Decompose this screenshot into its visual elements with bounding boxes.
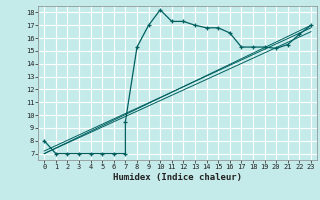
X-axis label: Humidex (Indice chaleur): Humidex (Indice chaleur) — [113, 173, 242, 182]
